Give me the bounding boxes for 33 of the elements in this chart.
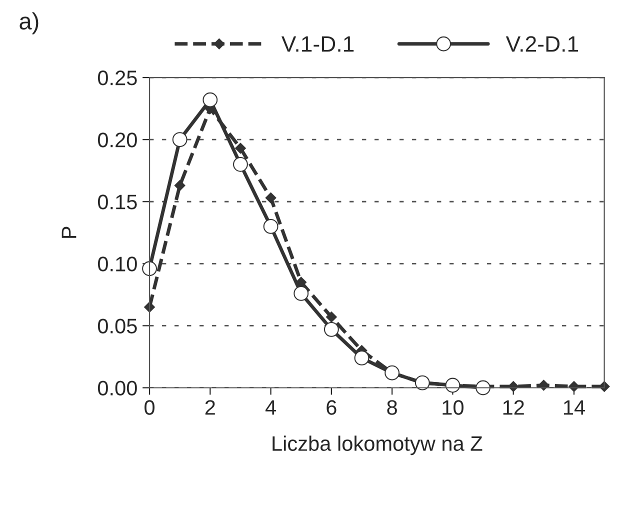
- x-tick-label: 4: [265, 400, 276, 415]
- y-tick-label: 0.10: [98, 256, 137, 272]
- point: [294, 286, 309, 301]
- x-tick-label: 8: [387, 400, 397, 415]
- y-tick-label: 0.25: [98, 70, 137, 86]
- x-tick-label: 10: [442, 400, 464, 415]
- chart-title: a): [20, 12, 38, 34]
- point: [174, 180, 186, 191]
- point: [142, 261, 157, 276]
- point: [233, 156, 248, 172]
- x-tick-label: 12: [503, 400, 524, 415]
- legend-label: V.1-D.1: [281, 36, 354, 52]
- point: [538, 380, 550, 391]
- point: [172, 132, 188, 148]
- y-tick-label: 0.15: [98, 194, 137, 210]
- point: [354, 350, 370, 366]
- point: [202, 92, 218, 108]
- x-tick-label: 2: [205, 400, 215, 415]
- y-tick-label: 0.00: [98, 380, 137, 396]
- y-tick-label: 0.20: [98, 132, 137, 148]
- point: [263, 218, 278, 234]
- point: [235, 142, 246, 154]
- point: [476, 380, 490, 396]
- x-tick-label: 0: [144, 400, 154, 415]
- point: [326, 312, 337, 322]
- legend-label: V.2-D.1: [506, 36, 578, 52]
- y-tick-label: 0.05: [98, 318, 137, 334]
- point: [324, 322, 339, 337]
- point: [265, 192, 276, 204]
- x-tick-label: 14: [564, 400, 585, 415]
- x-tick-label: 6: [326, 400, 336, 415]
- x-axis-title: Liczba lokomotyw na Z: [272, 436, 482, 456]
- y-axis-title: P: [62, 226, 76, 238]
